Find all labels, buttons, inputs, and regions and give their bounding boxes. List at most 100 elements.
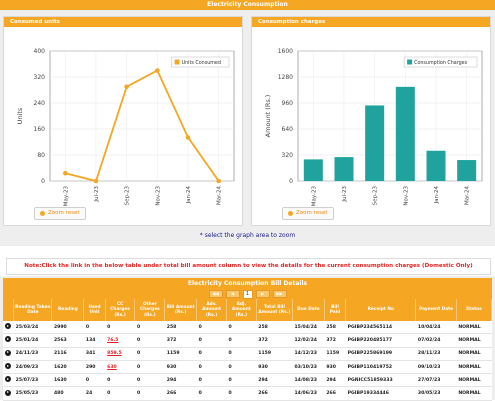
table-cell: 1159 bbox=[324, 347, 346, 361]
cc-charges-link[interactable]: 76.5 bbox=[107, 337, 119, 343]
table-cell: PGIBP225869199 bbox=[345, 347, 416, 361]
prev-page-button[interactable]: ◀ bbox=[225, 290, 240, 298]
table-cell: 27/07/23 bbox=[415, 373, 457, 388]
legend-swatch bbox=[174, 59, 180, 65]
units-chart-header: Consumed units bbox=[4, 17, 242, 27]
table-cell: 258 bbox=[164, 321, 197, 335]
table-cell: 258 bbox=[324, 321, 346, 335]
expand-row-icon[interactable] bbox=[5, 389, 11, 396]
expand-row-icon[interactable] bbox=[5, 336, 11, 343]
x-tick-label: Jan-24 bbox=[434, 186, 440, 205]
cc-charges-link[interactable]: 630 bbox=[107, 364, 117, 370]
plot-area bbox=[297, 50, 483, 182]
table-cell: 25/05/23 bbox=[13, 386, 52, 401]
table-cell: 266 bbox=[324, 386, 346, 401]
table-cell: 0 bbox=[226, 386, 257, 401]
plot-area bbox=[49, 50, 235, 182]
cc-charges-link[interactable]: 859.5 bbox=[107, 351, 122, 357]
x-tick-label: Mar-24 bbox=[217, 186, 223, 206]
table-cell: 28/11/23 bbox=[415, 347, 457, 361]
y-tick-label: 960 bbox=[282, 100, 294, 107]
column-header: Other Charges (Rs.) bbox=[134, 299, 166, 321]
zoom-reset-label: Zoom reset bbox=[296, 210, 328, 216]
x-tick-label: Jul-23 bbox=[94, 186, 100, 203]
units-chart[interactable]: 0 80 160 240 320 400 May-23 Jul-23 Sep-23 Nov-23 J… bbox=[4, 29, 242, 207]
table-cell: PGIBP220485177 bbox=[345, 333, 416, 348]
table-cell: 290 bbox=[83, 360, 106, 375]
legend bbox=[403, 56, 478, 68]
column-header: Adv. Amount (Rs.) bbox=[196, 299, 227, 321]
table-header-row: Reading Taken Date Reading Used Unit CC Cha… bbox=[3, 299, 493, 321]
bar bbox=[395, 86, 415, 181]
x-tick-label: Sep-23 bbox=[373, 186, 379, 206]
x-tick-label: May-23 bbox=[63, 186, 69, 207]
data-point bbox=[185, 135, 191, 140]
expand-row-icon[interactable] bbox=[5, 363, 11, 370]
bar bbox=[334, 157, 354, 181]
table-cell: 1159 bbox=[256, 347, 293, 361]
table-cell: 1159 bbox=[164, 347, 197, 361]
table-cell: 25/01/24 bbox=[13, 333, 52, 348]
table-cell: PGNICC51859333 bbox=[345, 373, 416, 388]
table-cell: 372 bbox=[324, 333, 346, 348]
legend bbox=[171, 56, 230, 68]
table-cell: 0 bbox=[196, 360, 227, 375]
table-cell: 0 bbox=[134, 360, 165, 375]
table-cell: 930 bbox=[256, 360, 293, 375]
column-header: Reading bbox=[51, 299, 85, 321]
table-cell: 0 bbox=[196, 386, 227, 401]
table-cell: 134 bbox=[83, 333, 106, 348]
table-cell: 372 bbox=[164, 333, 197, 348]
units-chart-panel: Consumed units 0 80 160 240 320 400 May-23 Jul-… bbox=[3, 16, 243, 226]
column-header: Bill Paid bbox=[324, 299, 347, 321]
table-cell: 14/08/23 bbox=[292, 373, 325, 388]
table-cell: 15/04/24 bbox=[292, 321, 325, 335]
x-tick-label: Mar-24 bbox=[465, 186, 471, 206]
y-tick-label: 320 bbox=[282, 152, 294, 159]
next-page-button[interactable]: ▶ bbox=[255, 290, 270, 298]
table-cell: 07/02/24 bbox=[415, 333, 457, 348]
last-page-button[interactable]: ▶▶ bbox=[272, 290, 287, 298]
table-cell: 76.5 bbox=[105, 333, 135, 348]
units-zoom-reset-button[interactable]: Zoom reset bbox=[34, 207, 86, 220]
bar bbox=[457, 160, 477, 181]
table-cell: 0 bbox=[105, 373, 135, 388]
table-cell: 24/11/23 bbox=[13, 347, 52, 361]
table-cell: 0 bbox=[105, 321, 135, 335]
data-point bbox=[63, 170, 68, 176]
table-cell: 2990 bbox=[51, 321, 84, 335]
note-text: Note:Click the link in the below table u… bbox=[24, 263, 473, 269]
data-point bbox=[155, 68, 160, 73]
table-cell: NORMAL bbox=[456, 386, 492, 401]
table-cell: 372 bbox=[256, 333, 293, 348]
table-cell: 0 bbox=[226, 333, 257, 348]
current-page-number: 1 bbox=[242, 289, 253, 299]
charges-chart[interactable]: 0 320 640 960 1280 1600 May-23 Jul-23 Sep-23 Nov-… bbox=[252, 29, 490, 207]
charges-chart-header: Consumption charges bbox=[252, 17, 490, 27]
expand-row-icon[interactable] bbox=[5, 323, 11, 330]
data-point bbox=[93, 178, 99, 184]
y-tick-label: 640 bbox=[282, 126, 294, 133]
series-line bbox=[65, 69, 220, 183]
y-tick-label: 0 bbox=[289, 178, 293, 185]
expand-row-icon[interactable] bbox=[5, 376, 11, 383]
table-pager: ◀◀ ◀ 1 ▶ ▶▶ bbox=[3, 289, 492, 299]
charges-zoom-reset-button[interactable]: Zoom reset bbox=[282, 207, 334, 220]
charges-chart-panel: Consumption charges 0 320 640 960 1280 1600 Ma… bbox=[251, 16, 491, 226]
table-cell: 0 bbox=[226, 347, 257, 361]
zoom-hint: * select the graph area to zoom bbox=[199, 232, 296, 239]
table-cell: 0 bbox=[196, 333, 227, 348]
x-tick-label: Jan-24 bbox=[186, 186, 192, 205]
y-tick-label: 0 bbox=[41, 178, 45, 185]
table-cell: NORMAL bbox=[456, 333, 492, 348]
table-cell: 0 bbox=[134, 373, 165, 388]
first-page-button[interactable]: ◀◀ bbox=[208, 290, 223, 298]
column-header: Receipt No bbox=[345, 299, 417, 321]
column-header: Total Bill Amount (Rs.) bbox=[256, 299, 293, 321]
table-cell: 25/07/23 bbox=[13, 373, 52, 388]
y-tick-label: 1600 bbox=[278, 48, 293, 55]
table-cell: 930 bbox=[324, 360, 346, 375]
page-title: Electricity Consumption bbox=[0, 0, 495, 10]
expand-row-icon[interactable] bbox=[5, 349, 11, 356]
table-cell: 10/04/24 bbox=[415, 321, 457, 335]
